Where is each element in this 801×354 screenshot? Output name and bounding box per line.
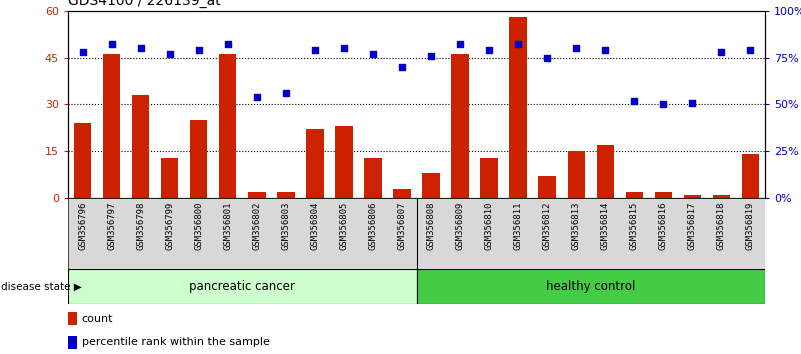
Bar: [68, 312, 77, 325]
Text: GSM356797: GSM356797: [107, 202, 116, 250]
Point: [599, 47, 612, 53]
Text: pancreatic cancer: pancreatic cancer: [189, 280, 296, 293]
Bar: [683, 195, 701, 198]
Bar: [132, 95, 149, 198]
Text: GSM356802: GSM356802: [252, 202, 261, 250]
Bar: [277, 192, 295, 198]
Bar: [161, 158, 179, 198]
Point: [163, 51, 176, 57]
Text: GSM356814: GSM356814: [601, 202, 610, 250]
Bar: [68, 269, 417, 304]
Bar: [74, 123, 91, 198]
Point: [396, 64, 409, 70]
Bar: [248, 192, 266, 198]
Point: [512, 41, 525, 47]
Point: [744, 47, 757, 53]
Text: GSM356808: GSM356808: [427, 202, 436, 250]
Text: GSM356816: GSM356816: [659, 202, 668, 250]
Bar: [68, 336, 77, 349]
Text: GSM356806: GSM356806: [368, 202, 377, 250]
Bar: [626, 192, 643, 198]
Text: GSM356815: GSM356815: [630, 202, 638, 250]
Point: [192, 47, 205, 53]
Bar: [567, 152, 585, 198]
Bar: [335, 126, 352, 198]
Point: [221, 41, 234, 47]
Text: percentile rank within the sample: percentile rank within the sample: [82, 337, 270, 348]
Point: [628, 98, 641, 103]
Text: GSM356811: GSM356811: [513, 202, 522, 250]
Bar: [509, 17, 527, 198]
Text: GSM356803: GSM356803: [281, 202, 290, 250]
Bar: [393, 189, 411, 198]
Point: [135, 45, 147, 51]
Point: [337, 45, 350, 51]
Bar: [422, 173, 440, 198]
Bar: [68, 198, 765, 269]
Point: [541, 55, 553, 60]
Text: GSM356801: GSM356801: [223, 202, 232, 250]
Bar: [654, 192, 672, 198]
Text: disease state ▶: disease state ▶: [1, 282, 82, 292]
Point: [76, 49, 89, 55]
Bar: [481, 158, 497, 198]
Point: [367, 51, 380, 57]
Text: GSM356799: GSM356799: [165, 202, 174, 250]
Bar: [417, 269, 765, 304]
Bar: [306, 130, 324, 198]
Point: [715, 49, 728, 55]
Bar: [451, 55, 469, 198]
Bar: [597, 145, 614, 198]
Text: healthy control: healthy control: [546, 280, 635, 293]
Text: GSM356810: GSM356810: [485, 202, 493, 250]
Text: GDS4100 / 226139_at: GDS4100 / 226139_at: [68, 0, 221, 8]
Point: [570, 45, 582, 51]
Text: GSM356819: GSM356819: [746, 202, 755, 250]
Point: [425, 53, 437, 58]
Text: GSM356817: GSM356817: [688, 202, 697, 250]
Text: GSM356813: GSM356813: [572, 202, 581, 250]
Bar: [190, 120, 207, 198]
Text: GSM356809: GSM356809: [456, 202, 465, 250]
Text: GSM356798: GSM356798: [136, 202, 145, 250]
Point: [105, 41, 118, 47]
Point: [453, 41, 466, 47]
Text: GSM356805: GSM356805: [340, 202, 348, 250]
Text: GSM356807: GSM356807: [397, 202, 406, 250]
Bar: [538, 176, 556, 198]
Text: GSM356796: GSM356796: [78, 202, 87, 250]
Text: count: count: [82, 314, 113, 324]
Text: GSM356812: GSM356812: [543, 202, 552, 250]
Text: GSM356800: GSM356800: [195, 202, 203, 250]
Text: GSM356818: GSM356818: [717, 202, 726, 250]
Bar: [713, 195, 731, 198]
Bar: [219, 55, 236, 198]
Text: GSM356804: GSM356804: [311, 202, 320, 250]
Point: [308, 47, 321, 53]
Point: [657, 102, 670, 107]
Bar: [364, 158, 381, 198]
Point: [280, 90, 292, 96]
Point: [251, 94, 264, 100]
Point: [686, 100, 698, 105]
Bar: [103, 55, 120, 198]
Point: [483, 47, 496, 53]
Bar: [742, 154, 759, 198]
